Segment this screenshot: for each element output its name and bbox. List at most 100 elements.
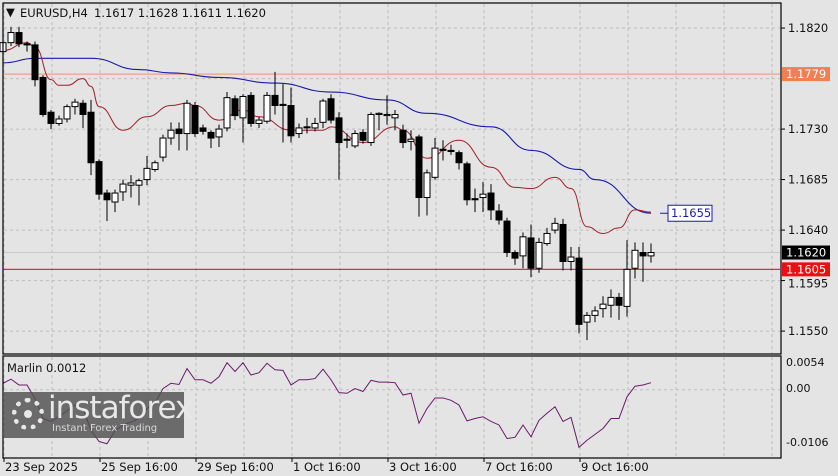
symbol-label: EURUSD,H4 <box>20 6 88 20</box>
candle <box>63 104 71 123</box>
indicator-tick-label: 0.00 <box>786 382 811 395</box>
candle <box>583 312 591 341</box>
candle <box>487 184 495 220</box>
bearish-candle-body <box>503 220 511 254</box>
bullish-candle-body <box>223 97 231 129</box>
bearish-candle-body <box>87 111 95 164</box>
slow-moving-average-line <box>2 57 652 214</box>
candle <box>287 87 295 143</box>
bullish-candle-body <box>479 193 487 199</box>
candle <box>103 189 111 222</box>
candle <box>503 217 511 258</box>
bullish-candle-body <box>591 310 599 316</box>
support-price-label: 1.1605 <box>786 262 826 276</box>
bearish-candle-body <box>175 128 183 135</box>
bullish-candle-body <box>127 182 135 186</box>
bullish-candle-body <box>423 172 431 199</box>
bearish-candle-body <box>511 252 519 259</box>
ma-value-label: 1.1655 <box>671 206 711 220</box>
candle <box>607 289 615 318</box>
candle <box>135 178 143 206</box>
candle <box>343 133 351 149</box>
candle <box>367 112 375 146</box>
bearish-candle-body <box>463 163 471 201</box>
time-label: 9 Oct 16:00 <box>581 460 649 474</box>
candle <box>423 169 431 216</box>
bullish-candle-body <box>567 256 575 263</box>
price-tick-label: 1.1550 <box>788 324 828 338</box>
candle <box>79 99 87 128</box>
time-label: 3 Oct 16:00 <box>389 460 457 474</box>
candle <box>495 204 503 225</box>
candle <box>591 306 599 323</box>
candle <box>295 123 303 139</box>
candle <box>335 112 343 180</box>
main-panel-border <box>2 2 782 355</box>
candle <box>191 102 199 137</box>
gear-logo-icon <box>12 398 44 430</box>
bearish-candle-body <box>207 131 215 139</box>
bearish-candle-body <box>79 102 87 115</box>
candles <box>0 26 655 341</box>
bearish-candle-body <box>343 138 351 141</box>
candle <box>303 117 311 134</box>
bullish-candle-body <box>7 32 15 44</box>
bullish-candle-body <box>351 133 359 147</box>
candle <box>351 130 359 149</box>
indicator-panel-border <box>2 355 782 459</box>
candle <box>447 144 455 155</box>
candle <box>263 92 271 124</box>
bearish-candle-body <box>495 210 503 221</box>
bullish-candle-body <box>367 113 375 144</box>
candle <box>127 175 135 198</box>
candle <box>215 124 223 148</box>
bullish-candle-body <box>151 162 159 170</box>
triangle-down-icon[interactable]: ▼ <box>6 5 15 19</box>
candle <box>615 292 623 320</box>
candle <box>279 84 287 143</box>
candle <box>159 134 167 162</box>
bullish-candle-body <box>55 118 63 124</box>
bearish-candle-body <box>191 104 199 135</box>
candle <box>543 227 551 246</box>
bearish-candle-body <box>271 94 279 106</box>
price-tick-label: 1.1685 <box>788 173 828 187</box>
candle <box>199 124 207 135</box>
candle <box>71 98 79 115</box>
bearish-candle-body <box>559 223 567 263</box>
bearish-candle-body <box>415 136 423 199</box>
candle <box>575 246 583 334</box>
current-price-label: 1.1620 <box>786 246 826 260</box>
bearish-candle-body <box>231 98 239 117</box>
bearish-candle-body <box>327 98 335 121</box>
candle <box>143 156 151 186</box>
candle <box>471 188 479 213</box>
bearish-candle-body <box>471 198 479 201</box>
candle <box>375 112 383 131</box>
bullish-candle-body <box>407 138 415 142</box>
bullish-candle-body <box>631 249 639 269</box>
candle <box>55 115 63 126</box>
candle <box>111 189 119 213</box>
candle <box>23 41 31 52</box>
candle <box>599 296 607 318</box>
bullish-candle-body <box>119 183 127 193</box>
price-tick-label: 1.1820 <box>788 21 828 35</box>
bearish-candle-body <box>439 148 447 151</box>
bearish-candle-body <box>487 192 495 211</box>
candle <box>399 124 407 149</box>
bullish-candle-body <box>143 167 151 181</box>
bullish-candle-body <box>215 128 223 138</box>
candle <box>207 130 215 149</box>
price-tick-label: 1.1730 <box>788 122 828 136</box>
bullish-candle-body <box>583 314 591 323</box>
bullish-candle-body <box>623 268 631 307</box>
bullish-candle-body <box>599 303 607 310</box>
candle <box>623 240 631 317</box>
bearish-candle-body <box>95 161 103 195</box>
candle <box>183 99 191 151</box>
candle <box>551 217 559 234</box>
candle <box>15 26 23 48</box>
candle <box>559 218 567 271</box>
bearish-candle-body <box>31 44 39 81</box>
